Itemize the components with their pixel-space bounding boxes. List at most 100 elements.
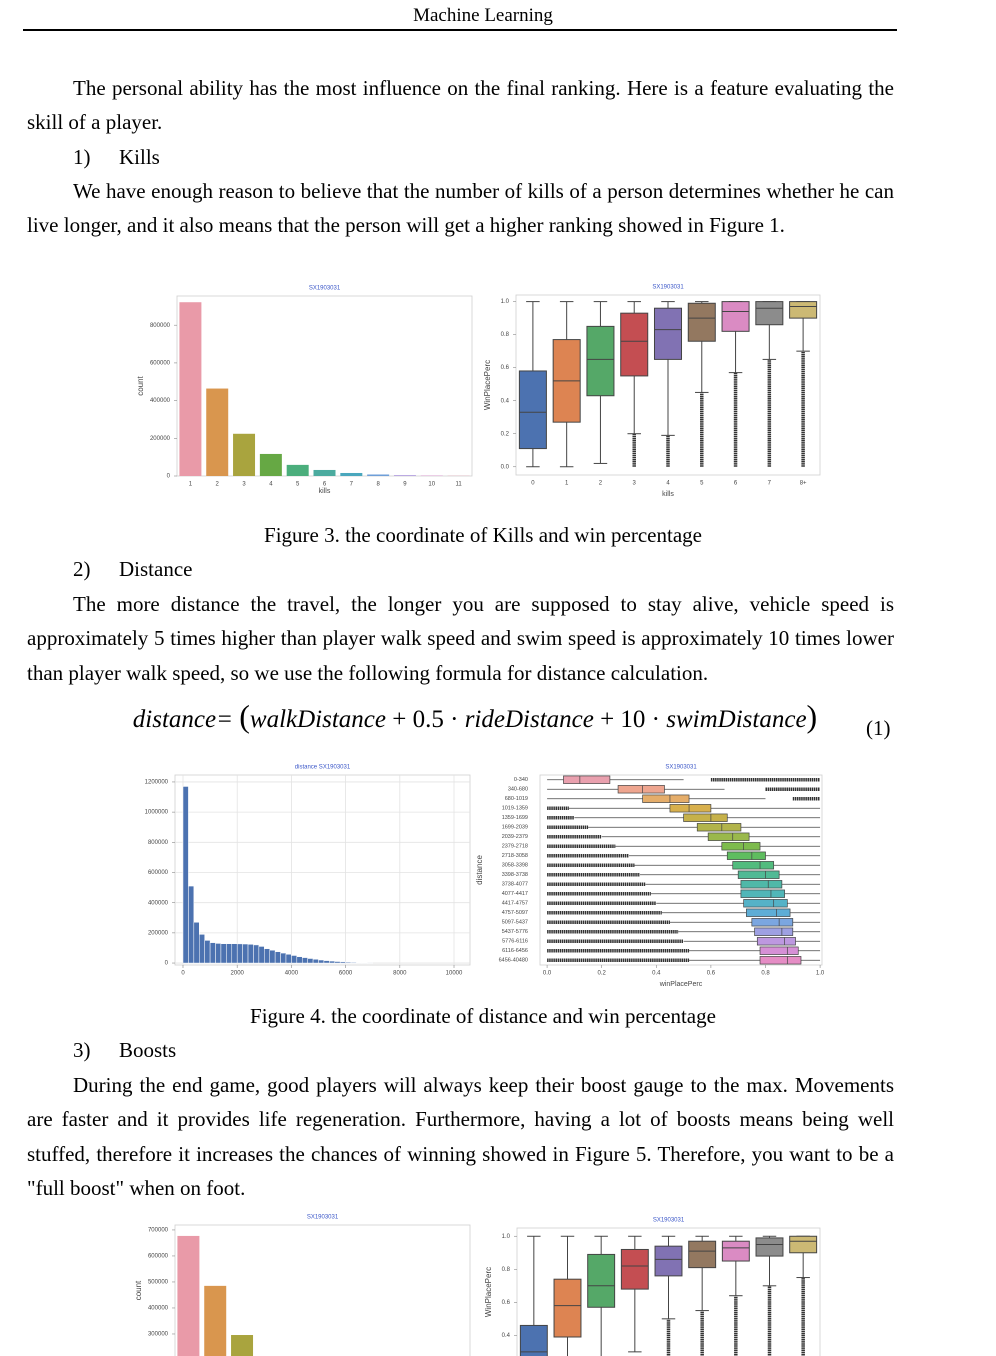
chart-title: distance SX1903031: [295, 765, 351, 771]
chart-title: SX1903031: [652, 285, 684, 291]
bar: [313, 469, 336, 476]
heading: Kills: [119, 145, 160, 169]
y-tick-label: 6456-40480: [499, 958, 528, 964]
heading-number: 2): [73, 557, 91, 581]
y-axis-label: distance: [475, 855, 484, 885]
y-axis-label: WinPlacePerc: [484, 1267, 493, 1317]
paragraph: The personal ability has the most influe…: [27, 76, 894, 135]
eq-term: rideDistance: [464, 706, 594, 733]
y-tick-label: 4417-4757: [502, 901, 528, 907]
box: [563, 775, 611, 784]
y-tick-label: 5097-5437: [502, 920, 528, 926]
x-tick-label: 6: [323, 482, 327, 488]
x-tick-label: 8: [376, 482, 380, 488]
box: [653, 307, 683, 360]
y-tick-label: 600000: [148, 870, 169, 876]
y-axis-label: count: [134, 1280, 143, 1300]
box: [721, 1240, 750, 1262]
box: [756, 937, 796, 946]
box: [751, 918, 794, 927]
y-tick-label: 0-340: [514, 777, 528, 783]
y-tick-label: 3738-4077: [502, 882, 528, 888]
x-tick-label: 6000: [339, 971, 353, 977]
box: [789, 301, 818, 319]
heading: Distance: [119, 557, 193, 581]
plot-frame: [174, 1224, 471, 1356]
box: [683, 813, 728, 822]
histogram-bar: [231, 943, 238, 964]
y-tick-label: 700000: [148, 1228, 169, 1234]
box: [587, 1253, 616, 1308]
plot-frame: [539, 774, 823, 966]
box: [737, 870, 780, 879]
y-axis-label: count: [136, 375, 145, 395]
y-tick-label: 800000: [150, 323, 171, 329]
bar: [177, 1235, 200, 1356]
bar: [259, 453, 282, 476]
eq-op: + 10 ·: [593, 706, 667, 733]
paragraph: The more distance the travel, the longer…: [27, 592, 894, 685]
x-tick-label: 5: [700, 481, 704, 487]
y-tick-label: 1200000: [145, 780, 169, 786]
x-tick-label: 10: [428, 482, 435, 488]
x-axis-label: winPlacePerc: [659, 981, 703, 988]
y-tick-label: 0.8: [501, 332, 510, 338]
histogram-bar: [199, 934, 205, 964]
x-tick-label: 0.4: [652, 971, 661, 977]
x-tick-label: 7: [350, 482, 354, 488]
y-tick-label: 0.6: [502, 1300, 511, 1306]
x-tick-label: 1.0: [816, 971, 825, 977]
box: [696, 823, 742, 832]
y-tick-label: 1699-2039: [502, 825, 528, 831]
y-tick-label: 800000: [148, 840, 169, 846]
y-tick-label: 200000: [148, 930, 169, 936]
x-tick-label: 2: [216, 482, 220, 488]
histogram-bar: [209, 942, 216, 964]
histogram-bar: [188, 885, 195, 964]
plot-frame: [516, 1227, 821, 1356]
x-tick-label: 1: [189, 482, 193, 488]
histogram-bar: [274, 951, 281, 964]
heading-number: 3): [73, 1038, 91, 1062]
running-header: Machine Learning: [413, 5, 553, 26]
bar: [340, 472, 363, 476]
histogram-bar: [182, 786, 189, 964]
x-axis-label: kills: [319, 488, 331, 495]
box: [519, 1324, 548, 1356]
y-tick-label: 4077-4417: [502, 891, 528, 897]
histogram-bar: [307, 958, 314, 964]
y-tick-label: 0: [165, 961, 169, 967]
x-tick-label: 8000: [393, 971, 407, 977]
y-tick-label: 2379-2718: [502, 844, 528, 850]
chart-title: SX1903031: [307, 1215, 339, 1221]
box: [759, 946, 799, 955]
paragraph: During the end game, good players will a…: [27, 1073, 894, 1200]
y-tick-label: 4757-5097: [502, 910, 528, 916]
histogram-bar: [280, 952, 287, 964]
eq-term: walkDistance: [249, 706, 386, 733]
chart-title: SX1903031: [665, 765, 697, 771]
header-rule: [23, 29, 897, 31]
box: [732, 861, 775, 870]
y-tick-label: 3398-3738: [502, 872, 528, 878]
histogram-bar: [220, 943, 227, 964]
x-tick-label: 8+: [800, 481, 807, 487]
x-tick-label: 11: [455, 482, 462, 488]
box: [740, 880, 783, 889]
box: [586, 325, 615, 397]
bar: [231, 1335, 254, 1356]
eq-paren: (: [239, 698, 250, 734]
x-tick-label: 10000: [446, 971, 463, 977]
x-tick-label: 4: [269, 482, 273, 488]
y-tick-label: 5437-5776: [502, 929, 528, 935]
histogram-bar: [269, 949, 276, 964]
box: [707, 832, 750, 841]
box: [617, 785, 665, 794]
y-tick-label: 1.0: [502, 1234, 511, 1240]
box: [746, 908, 791, 917]
y-tick-label: 5776-6116: [502, 939, 528, 945]
y-tick-label: 0: [167, 474, 171, 480]
